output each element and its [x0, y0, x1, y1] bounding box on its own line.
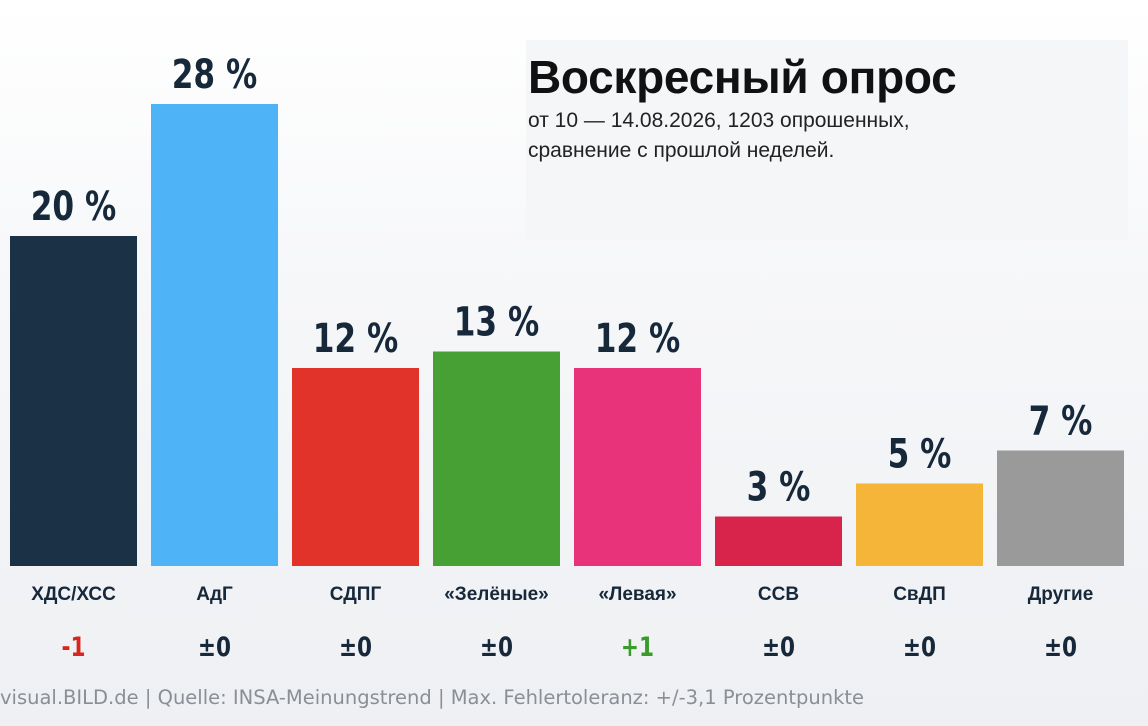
change-label-5: +1 [621, 631, 654, 663]
change-label-6: ±0 [762, 631, 795, 663]
bar-4 [433, 351, 560, 566]
value-label-3: 12 % [313, 316, 399, 362]
chart-title: Воскресный опрос [528, 51, 957, 103]
title-panel: Воскресный опрос от 10 — 14.08.2026, 120… [526, 40, 1128, 240]
value-label-6: 3 % [747, 465, 811, 511]
value-label-1: 20 % [31, 184, 117, 230]
change-label-1: -1 [62, 631, 86, 663]
value-label-5: 12 % [595, 316, 681, 362]
change-label-4: ±0 [480, 631, 513, 663]
change-label-8: ±0 [1044, 631, 1077, 663]
bar-5 [574, 368, 701, 566]
bar-6 [715, 516, 842, 566]
value-label-4: 13 % [454, 300, 540, 346]
bar-7 [856, 483, 983, 566]
category-label-3: СДПГ [330, 584, 382, 605]
category-label-4: «Зелёные» [444, 584, 549, 605]
change-label-3: ±0 [339, 631, 372, 663]
category-label-1: ХДС/ХСС [31, 584, 116, 605]
category-label-8: Другие [1028, 584, 1094, 605]
value-label-7: 5 % [888, 432, 952, 478]
bar-3 [292, 368, 419, 566]
value-label-2: 28 % [172, 52, 258, 98]
category-label-7: СвДП [893, 584, 946, 605]
category-label-5: «Левая» [598, 584, 676, 605]
change-label-2: ±0 [198, 631, 231, 663]
chart-subtitle: от 10 — 14.08.2026, 1203 опрошенных, сра… [528, 106, 1048, 166]
subtitle-line-1: от 10 — 14.08.2026, 1203 опрошенных, [528, 109, 910, 132]
change-label-7: ±0 [903, 631, 936, 663]
bar-8 [997, 450, 1124, 566]
category-label-6: ССВ [758, 584, 799, 605]
bar-1 [10, 236, 137, 566]
bar-2 [151, 104, 278, 566]
source-footer: visual.BILD.de | Quelle: INSA-Meinungstr… [0, 686, 865, 709]
subtitle-line-2: сравнение с прошлой неделей. [528, 139, 835, 162]
value-label-8: 7 % [1029, 399, 1093, 445]
category-label-2: АдГ [196, 584, 233, 605]
